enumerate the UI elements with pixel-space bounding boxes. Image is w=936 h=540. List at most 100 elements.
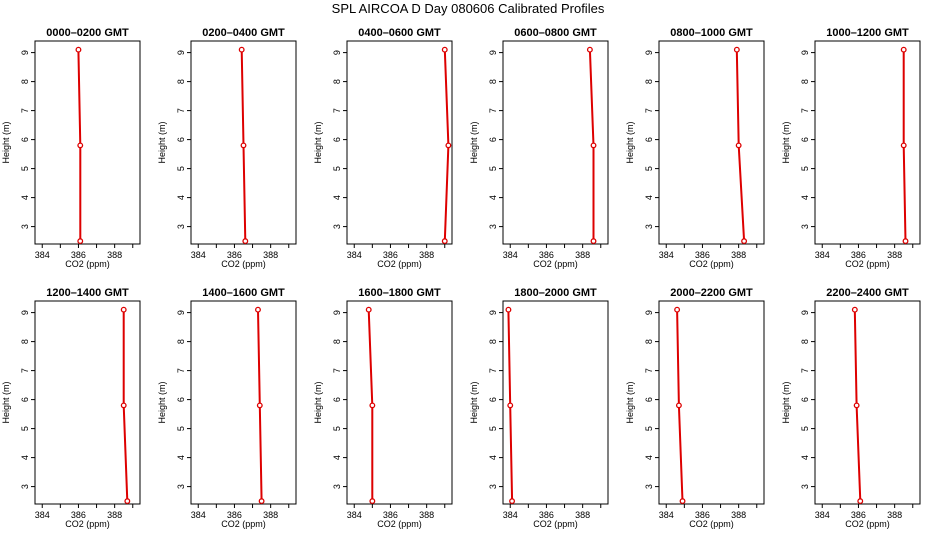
x-tick-label: 384 (659, 250, 674, 260)
x-tick-label: 384 (191, 510, 206, 520)
x-tick-label: 384 (347, 250, 362, 260)
y-tick-label: 3 (800, 224, 810, 229)
y-tick-label: 3 (488, 484, 498, 489)
x-tick-label: 388 (263, 510, 278, 520)
profile-point (733, 46, 740, 53)
x-axis-label: CO2 (ppm) (221, 259, 266, 269)
x-tick-label: 388 (731, 510, 746, 520)
y-tick-label: 7 (488, 368, 498, 373)
x-tick-label: 386 (71, 250, 86, 260)
y-tick-label: 3 (332, 484, 342, 489)
panel-6: 1000–1200 GMT 384 386 388 3 4 5 6 7 8 9 CO2 (ppm) He… (781, 27, 921, 269)
x-tick-label: 384 (659, 510, 674, 520)
y-tick-label: 4 (332, 455, 342, 460)
y-tick-label: 8 (176, 79, 186, 84)
y-tick-label: 8 (800, 79, 810, 84)
panel-title: 2000–2200 GMT (670, 287, 753, 299)
profile-point (590, 238, 597, 245)
y-axis-label: Height (m) (781, 381, 791, 423)
y-tick-label: 8 (176, 339, 186, 344)
y-tick-label: 9 (800, 50, 810, 55)
profile-point (586, 46, 593, 53)
x-tick-label: 386 (71, 510, 86, 520)
y-tick-label: 5 (20, 166, 30, 171)
y-tick-label: 5 (644, 166, 654, 171)
y-tick-label: 9 (332, 310, 342, 315)
panel-12: 2200–2400 GMT 384 386 388 3 4 5 6 7 8 9 CO2 (ppm) He… (781, 287, 921, 529)
y-axis-label: Height (m) (1, 121, 11, 163)
y-tick-label: 8 (332, 339, 342, 344)
y-tick-label: 6 (800, 397, 810, 402)
x-tick-label: 386 (383, 250, 398, 260)
panel-title: 1800–2000 GMT (514, 287, 597, 299)
y-tick-label: 4 (488, 455, 498, 460)
y-tick-label: 7 (644, 368, 654, 373)
profile-point (255, 306, 261, 313)
x-tick-label: 388 (107, 510, 122, 520)
y-tick-label: 6 (488, 137, 498, 142)
y-tick-label: 4 (644, 195, 654, 200)
y-tick-label: 3 (644, 224, 654, 229)
y-tick-label: 4 (488, 195, 498, 200)
profile-point (77, 142, 84, 149)
x-tick-label: 388 (419, 250, 434, 260)
y-tick-label: 6 (20, 137, 30, 142)
profile-point (77, 238, 84, 245)
x-axis-label: CO2 (ppm) (377, 259, 422, 269)
profile-point (741, 238, 748, 245)
y-tick-label: 5 (800, 426, 810, 431)
x-axis-label: CO2 (ppm) (65, 259, 110, 269)
profile-point (590, 142, 597, 149)
profile-point (75, 46, 82, 53)
y-axis-label: Height (m) (469, 381, 479, 423)
x-axis-label: CO2 (ppm) (65, 519, 110, 529)
y-tick-label: 8 (644, 339, 654, 344)
y-axis-label: Height (m) (157, 121, 167, 163)
profile-point (902, 238, 909, 245)
x-axis-label: CO2 (ppm) (377, 519, 422, 529)
profile-point (507, 402, 514, 409)
profile-point (853, 402, 860, 409)
x-tick-label: 384 (815, 510, 830, 520)
x-axis-label: CO2 (ppm) (533, 519, 578, 529)
y-tick-label: 9 (644, 310, 654, 315)
y-tick-label: 4 (176, 195, 186, 200)
y-tick-label: 6 (644, 397, 654, 402)
panel-1: 0000–0200 GMT 384 386 388 3 4 5 6 7 8 9 CO2 (ppm) He… (1, 27, 141, 269)
y-tick-label: 3 (800, 484, 810, 489)
y-axis-label: Height (m) (313, 381, 323, 423)
x-tick-label: 386 (851, 510, 866, 520)
y-tick-label: 8 (644, 79, 654, 84)
y-tick-label: 7 (800, 368, 810, 373)
y-axis-label: Height (m) (1, 381, 11, 423)
profile-point (735, 142, 742, 149)
x-tick-label: 386 (227, 510, 242, 520)
y-tick-label: 6 (20, 397, 30, 402)
y-tick-label: 7 (332, 368, 342, 373)
x-tick-label: 388 (575, 510, 590, 520)
panel-7: 1200–1400 GMT 384 386 388 3 4 5 6 7 8 9 CO2 (ppm) He… (1, 287, 141, 529)
y-tick-label: 3 (20, 224, 30, 229)
y-tick-label: 7 (332, 108, 342, 113)
profile-point (505, 306, 512, 313)
y-tick-label: 9 (488, 310, 498, 315)
x-tick-label: 386 (695, 510, 710, 520)
y-tick-label: 4 (20, 455, 30, 460)
y-tick-label: 6 (332, 397, 342, 402)
y-tick-label: 9 (176, 310, 186, 315)
x-axis-label: CO2 (ppm) (533, 259, 578, 269)
plot-frame (658, 40, 765, 245)
plot-frame (814, 300, 921, 505)
y-axis-label: Height (m) (781, 121, 791, 163)
y-tick-label: 6 (488, 397, 498, 402)
y-tick-label: 3 (644, 484, 654, 489)
y-tick-label: 4 (800, 195, 810, 200)
profile-point (441, 238, 448, 245)
plot-frame (34, 40, 141, 245)
profile-point (679, 498, 686, 505)
y-tick-label: 9 (488, 50, 498, 55)
y-tick-label: 7 (644, 108, 654, 113)
panel-3: 0400–0600 GMT 384 386 388 3 4 5 6 7 8 9 CO2 (ppm) He… (313, 27, 453, 269)
y-tick-label: 7 (20, 368, 30, 373)
y-tick-label: 8 (332, 79, 342, 84)
